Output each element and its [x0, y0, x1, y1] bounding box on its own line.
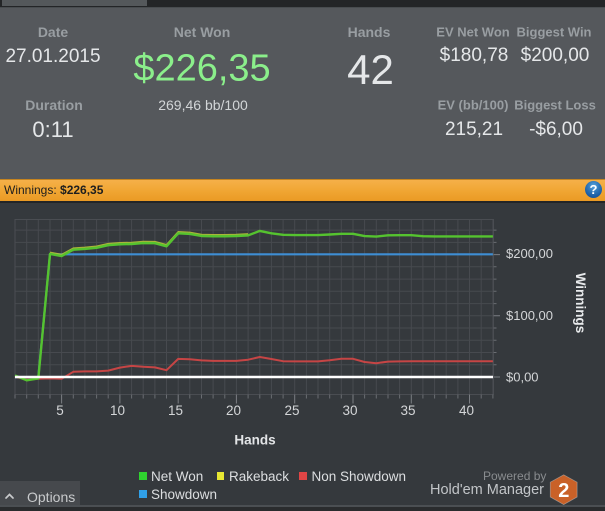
- svg-text:Hands: Hands: [234, 433, 275, 448]
- svg-text:$200,00: $200,00: [506, 246, 553, 261]
- svg-text:5: 5: [56, 403, 64, 418]
- svg-text:20: 20: [226, 403, 241, 418]
- svg-text:$0,00: $0,00: [506, 370, 539, 385]
- svg-text:30: 30: [342, 403, 357, 418]
- svg-text:10: 10: [110, 403, 125, 418]
- svg-text:35: 35: [400, 403, 415, 418]
- svg-text:40: 40: [459, 403, 474, 418]
- svg-text:$100,00: $100,00: [506, 308, 553, 323]
- svg-text:15: 15: [168, 403, 183, 418]
- svg-text:2: 2: [558, 480, 569, 502]
- svg-text:25: 25: [284, 403, 299, 418]
- svg-text:Winnings: Winnings: [573, 273, 588, 334]
